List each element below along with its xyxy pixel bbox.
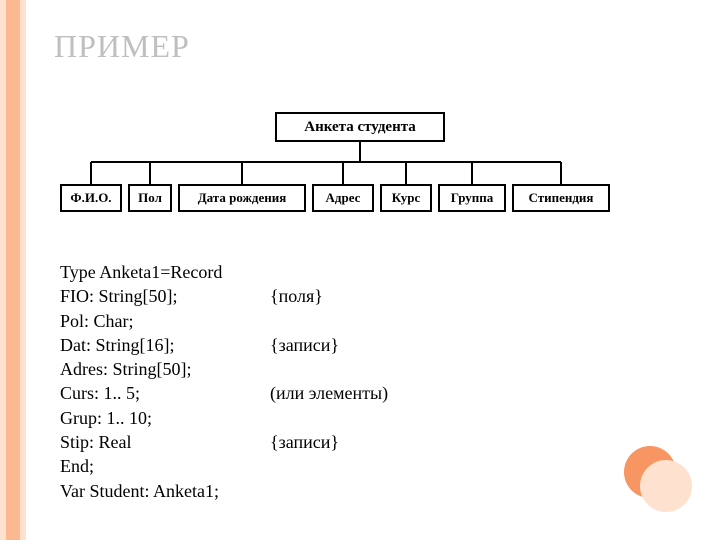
page-title: ПРИМЕР — [54, 28, 190, 65]
code-block: Type Anketa1=RecordFIO: String[50];{поля… — [60, 260, 620, 503]
code-line: Type Anketa1=Record — [60, 260, 620, 284]
code-line: Dat: String[16];{записи} — [60, 333, 620, 357]
child-node-label: Пол — [138, 190, 162, 206]
code-left: Dat: String[16]; — [60, 333, 270, 357]
child-node: Пол — [128, 184, 172, 212]
child-node-label: Стипендия — [529, 190, 594, 206]
code-line: Grup: 1.. 10; — [60, 406, 620, 430]
code-left: FIO: String[50]; — [60, 284, 270, 308]
code-line: End; — [60, 454, 620, 478]
code-line: Var Student: Anketa1; — [60, 479, 620, 503]
child-node-label: Курс — [392, 190, 421, 206]
child-node: Курс — [380, 184, 432, 212]
child-node-label: Группа — [451, 190, 494, 206]
code-right: {записи} — [270, 333, 339, 357]
code-left: End; — [60, 454, 270, 478]
code-line: Adres: String[50]; — [60, 357, 620, 381]
code-left: Adres: String[50]; — [60, 357, 270, 381]
child-node-label: Ф.И.О. — [70, 190, 111, 206]
child-node: Стипендия — [512, 184, 610, 212]
child-node: Группа — [438, 184, 506, 212]
decor-circle-front — [640, 460, 692, 512]
code-left: Curs: 1.. 5; — [60, 381, 270, 405]
child-node: Адрес — [312, 184, 374, 212]
code-right: (или элементы) — [270, 381, 388, 405]
child-node: Дата рождения — [178, 184, 306, 212]
slide: ПРИМЕР Анкета студента Ф.И.О.ПолДата рож… — [0, 0, 720, 540]
child-node-label: Дата рождения — [198, 190, 287, 206]
code-line: Stip: Real{записи} — [60, 430, 620, 454]
child-node: Ф.И.О. — [60, 184, 122, 212]
code-right: {записи} — [270, 430, 339, 454]
accent-bar-2 — [6, 0, 20, 540]
code-left: Grup: 1.. 10; — [60, 406, 270, 430]
diagram-connectors — [60, 112, 660, 232]
children-row: Ф.И.О. Пол Дата рождения Адрес Курс Группа Сти… — [60, 184, 660, 214]
code-line: FIO: String[50];{поля} — [60, 284, 620, 308]
code-right: {поля} — [270, 284, 323, 308]
accent-bar-3 — [20, 0, 26, 540]
code-left: Stip: Real — [60, 430, 270, 454]
child-node-label: Адрес — [326, 190, 361, 206]
code-line: Curs: 1.. 5;(или элементы) — [60, 381, 620, 405]
code-left: Type Anketa1=Record — [60, 260, 270, 284]
code-left: Pol: Char; — [60, 309, 270, 333]
code-left: Var Student: Anketa1; — [60, 479, 270, 503]
left-accent-bars — [0, 0, 26, 540]
hierarchy-diagram: Анкета студента Ф.И.О.ПолДата рожденияАд… — [60, 112, 660, 232]
code-line: Pol: Char; — [60, 309, 620, 333]
